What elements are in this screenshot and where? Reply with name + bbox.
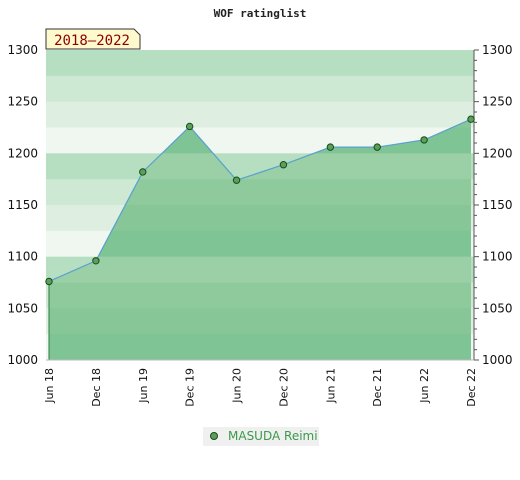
y-tick-label-left: 1000 (7, 353, 38, 367)
x-tick-label: Dec 20 (277, 368, 290, 407)
y-tick-label-right: 1100 (482, 250, 513, 264)
area-band (49, 282, 471, 309)
data-point (45, 277, 53, 286)
y-tick-label-right: 1000 (482, 353, 513, 367)
area-band (49, 256, 471, 283)
x-tick-label: Dec 18 (90, 368, 103, 407)
y-tick-label-right: 1200 (482, 146, 513, 160)
legend-label: MASUDA Reimi (228, 429, 318, 443)
y-tick-label-right: 1250 (482, 95, 513, 109)
y-tick-label-left: 1050 (7, 301, 38, 315)
x-tick-label: Dec 21 (371, 368, 384, 407)
x-tick-label: Jun 22 (418, 368, 431, 404)
x-tick-label: Dec 22 (465, 368, 478, 407)
data-point (420, 136, 428, 144)
data-point (232, 176, 241, 184)
area-band (49, 230, 471, 258)
y-tick-label-right: 1050 (482, 301, 513, 315)
y-tick-label-left: 1300 (7, 43, 38, 57)
period-badge: 2018–2022 (45, 28, 141, 50)
series-line (48, 118, 472, 283)
chart-title: WOF ratinglist (214, 7, 307, 20)
data-point (185, 122, 194, 131)
x-tick-label: Jun 19 (137, 368, 150, 404)
area-band (49, 334, 471, 360)
data-point (139, 168, 147, 176)
y-tick-label-left: 1100 (7, 250, 38, 264)
legend-marker (210, 432, 218, 440)
axes: 1000 1000 1050 1050 1100 1100 1150 1150 1200 1200… (7, 43, 512, 407)
area-band (49, 308, 471, 335)
data-point (467, 115, 475, 123)
band (46, 101, 474, 128)
x-tick-label: Jun 21 (324, 368, 337, 404)
y-tick-label-right: 1150 (482, 198, 513, 212)
period-badge-label: 2018–2022 (54, 33, 130, 49)
markers (45, 115, 475, 286)
data-point (373, 143, 381, 151)
y-tick-label-right: 1300 (482, 43, 513, 57)
data-point (92, 257, 100, 265)
data-point (326, 143, 335, 151)
data-point (279, 161, 288, 169)
band (46, 50, 474, 77)
y-tick-label-left: 1150 (7, 198, 38, 212)
legend: MASUDA Reimi (203, 427, 319, 446)
y-tick-label-left: 1200 (7, 146, 38, 160)
y-tick-label-left: 1250 (7, 95, 38, 109)
x-tick-label: Jun 20 (231, 368, 244, 404)
band (46, 75, 474, 103)
x-tick-label: Dec 19 (184, 368, 197, 407)
x-tick-label: Jun 18 (43, 368, 56, 404)
